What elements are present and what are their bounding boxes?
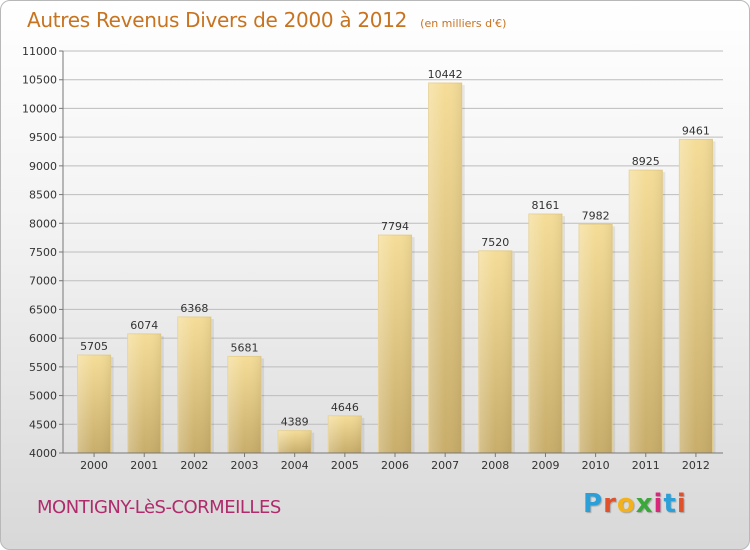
y-tick-label: 9500: [29, 131, 57, 144]
bar-sheen: [77, 355, 111, 453]
brand-logo: Proxiti: [583, 489, 687, 519]
bar-value-label: 10442: [428, 68, 463, 81]
x-tick-label: 2006: [381, 459, 409, 472]
y-tick-label: 6500: [29, 303, 57, 316]
bar-sheen: [177, 317, 211, 453]
x-tick-label: 2008: [481, 459, 509, 472]
y-tick-label: 5000: [29, 390, 57, 403]
x-tick-label: 2009: [531, 459, 559, 472]
bar-value-label: 9461: [682, 124, 710, 137]
bar-sheen: [378, 235, 412, 453]
y-tick-label: 8000: [29, 217, 57, 230]
x-tick-label: 2005: [331, 459, 359, 472]
bar-sheen: [579, 224, 613, 453]
brand-letter: i: [676, 489, 687, 519]
brand-letter: x: [635, 489, 654, 519]
bar-sheen: [227, 356, 262, 453]
y-tick-label: 7000: [29, 275, 57, 288]
bar-value-label: 6074: [130, 319, 158, 332]
bar-value-label: 7520: [481, 236, 509, 249]
bar-value-label: 6368: [180, 302, 208, 315]
y-tick-label: 11000: [22, 45, 57, 58]
bar-value-label: 5681: [231, 341, 259, 354]
bar-value-label: 7794: [381, 220, 409, 233]
brand-letter: r: [603, 489, 617, 519]
x-tick-label: 2003: [231, 459, 259, 472]
x-tick-label: 2007: [431, 459, 459, 472]
x-tick-label: 2010: [582, 459, 610, 472]
bar-sheen: [528, 214, 563, 453]
bars: 5705 6074 6368 5681 4389 4646 7794 10442 7520 816…: [77, 68, 716, 454]
x-tick-label: 2012: [682, 459, 710, 472]
chart-title: Autres Revenus Divers de 2000 à 2012: [27, 8, 408, 32]
brand-letter: o: [616, 489, 636, 519]
bar-sheen: [278, 430, 312, 453]
axes: 4000 4500 5000 5500 6000 6500 7000 7500 8000 8500…: [22, 45, 723, 472]
brand-letter: t: [663, 489, 677, 519]
chart-subtitle: (en milliers d'€): [420, 17, 507, 30]
city-name: MONTIGNY-LèS-CORMEILLES: [37, 497, 281, 518]
y-tick-label: 10000: [22, 102, 57, 115]
y-tick-label: 7500: [29, 246, 57, 259]
x-tick-label: 2000: [80, 459, 108, 472]
x-tick-label: 2001: [130, 459, 158, 472]
bar-sheen: [328, 415, 362, 453]
bar-sheen: [127, 333, 161, 453]
bar-sheen: [679, 139, 713, 453]
brand-letter: i: [653, 489, 664, 519]
y-tick-label: 9000: [29, 160, 57, 173]
x-tick-label: 2011: [632, 459, 660, 472]
bar-value-label: 7982: [582, 209, 610, 222]
bar-value-label: 5705: [80, 340, 108, 353]
title-row: Autres Revenus Divers de 2000 à 2012 (en…: [27, 8, 506, 32]
bar-value-label: 4646: [331, 401, 359, 414]
y-tick-label: 5500: [29, 361, 57, 374]
y-tick-label: 4000: [29, 447, 57, 460]
y-tick-label: 6000: [29, 332, 57, 345]
y-tick-label: 8500: [29, 189, 57, 202]
bar-sheen: [428, 83, 462, 454]
bar-value-label: 8925: [632, 155, 660, 168]
bar-sheen: [478, 250, 512, 453]
y-tick-label: 10500: [22, 74, 57, 87]
brand-letter: P: [583, 489, 604, 519]
bar-sheen: [629, 170, 663, 453]
bar-value-label: 4389: [281, 416, 309, 429]
x-tick-label: 2002: [180, 459, 208, 472]
x-tick-label: 2004: [281, 459, 309, 472]
y-tick-label: 4500: [29, 418, 57, 431]
bar-value-label: 8161: [531, 199, 559, 212]
